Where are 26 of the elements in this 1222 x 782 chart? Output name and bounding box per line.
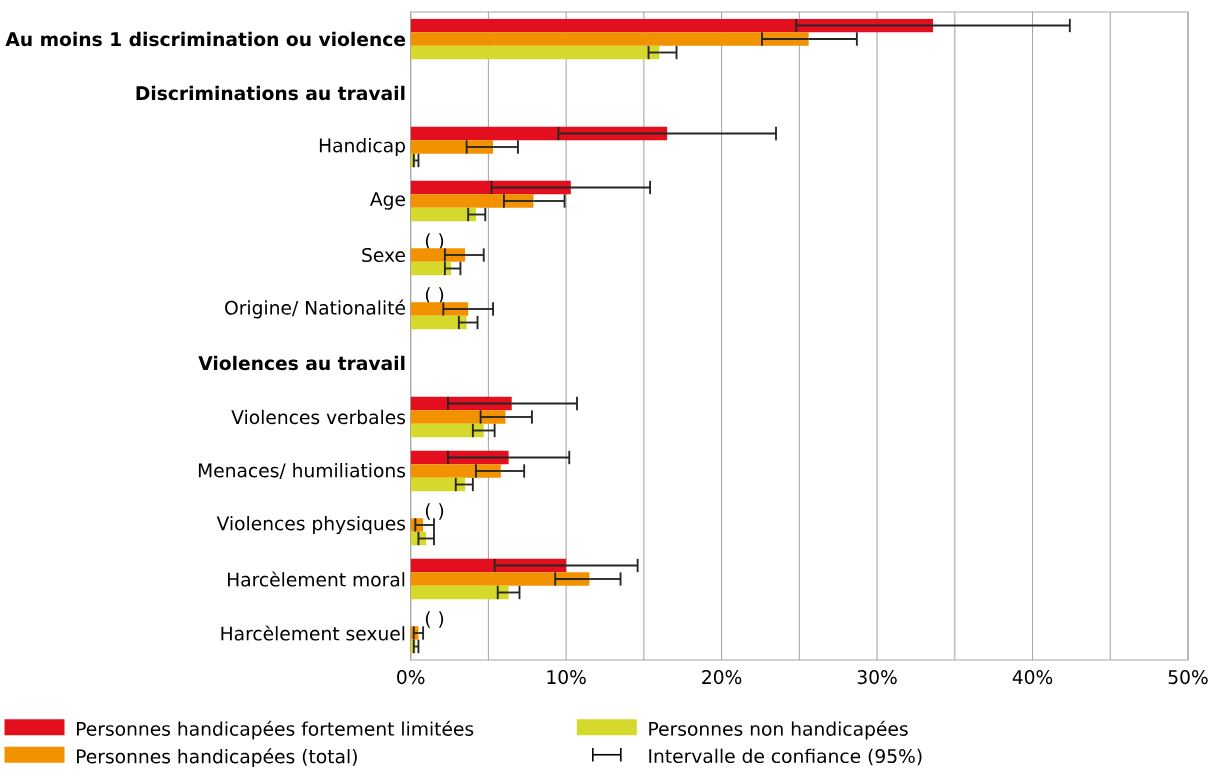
y-tick-label: Au moins 1 discrimination ou violence bbox=[5, 31, 406, 47]
y-tick-label: Menaces/ humiliations bbox=[198, 463, 406, 479]
y-tick-label: Discriminations au travail bbox=[136, 85, 405, 101]
x-tick-label: 20% bbox=[702, 670, 742, 685]
x-tick-label: 30% bbox=[857, 670, 897, 685]
text: ( ) bbox=[425, 287, 444, 304]
y-tick-label: Harcèlement sexuel bbox=[221, 625, 405, 641]
text: ( ) bbox=[425, 611, 444, 628]
x-tick-label: 0% bbox=[397, 670, 425, 685]
legend-label: Personnes handicapées (total) bbox=[77, 748, 357, 768]
y-tick-label: Violences physiques bbox=[216, 515, 406, 535]
y-tick-label: Harcèlement moral bbox=[227, 571, 405, 587]
y-tick-label: Handicap bbox=[319, 137, 405, 157]
y-tick-label: Sexe bbox=[362, 247, 405, 263]
y-tick-label: Origine/ Nationalité bbox=[225, 299, 405, 319]
text: ( ) bbox=[425, 233, 444, 250]
legend-label: Personnes non handicapées bbox=[649, 720, 908, 740]
x-tick-label: 40% bbox=[1012, 670, 1053, 685]
legend-label: Personnes handicapées fortement limitées bbox=[77, 720, 474, 740]
x-tick-label: 10% bbox=[547, 670, 586, 685]
text: Intervalle de confiance (95%) bbox=[649, 748, 922, 766]
y-tick-label: Age bbox=[370, 192, 405, 210]
x-tick-label: 50% bbox=[1168, 670, 1208, 685]
text: ( ) bbox=[425, 503, 444, 520]
y-tick-label: Violences verbales bbox=[231, 409, 406, 425]
y-tick-label: Violences au travail bbox=[198, 355, 405, 371]
